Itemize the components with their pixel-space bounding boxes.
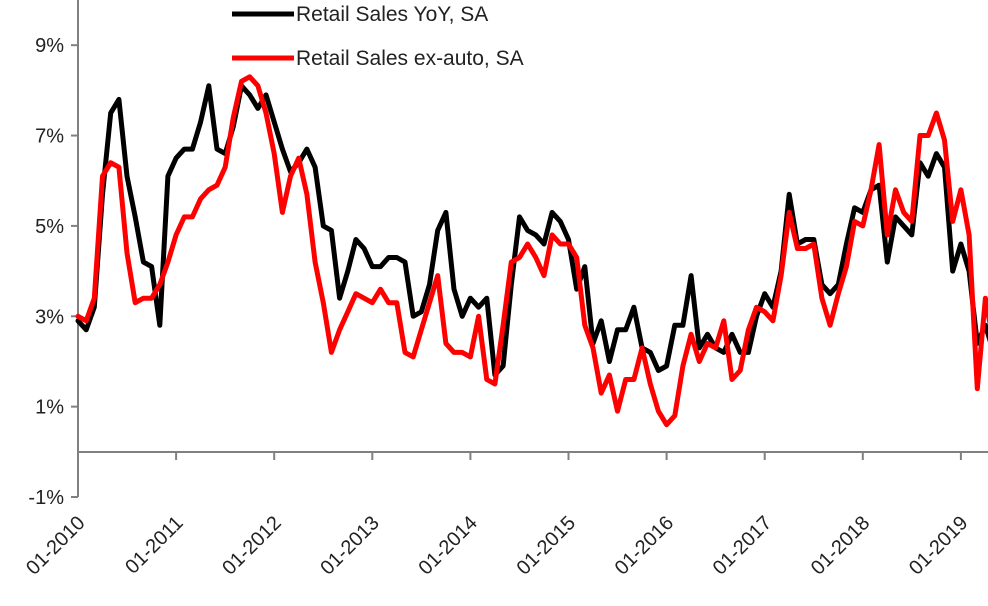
x-tick-label: 01-2012 bbox=[218, 512, 285, 579]
legend-label: Retail Sales ex-auto, SA bbox=[296, 47, 524, 70]
x-tick-label: 01-2019 bbox=[905, 512, 972, 579]
x-tick-label: 01-2010 bbox=[22, 512, 89, 579]
x-tick-label: 01-2011 bbox=[121, 512, 187, 578]
x-tick-label: 01-2018 bbox=[807, 512, 874, 579]
y-tick-label: 3% bbox=[35, 306, 64, 328]
legend: Retail Sales YoY, SA Retail Sales ex-auto… bbox=[232, 3, 524, 70]
x-tick-label: 01-2017 bbox=[709, 512, 776, 579]
axes bbox=[77, 0, 988, 497]
x-tick-label: 01-2015 bbox=[513, 512, 580, 579]
series-line-retail-sales-ex-auto bbox=[75, 74, 988, 428]
y-tick-label: 9% bbox=[35, 35, 64, 57]
y-axis-ticks: -1% 1% 3% 5% 7% 9% bbox=[28, 35, 78, 509]
x-tick-label: 01-2014 bbox=[414, 512, 481, 579]
y-tick-label: 5% bbox=[35, 216, 64, 238]
x-tick-label: 01-2016 bbox=[611, 512, 678, 579]
y-tick-label: 1% bbox=[35, 397, 64, 419]
legend-label: Retail Sales YoY, SA bbox=[296, 3, 488, 26]
y-tick-label: -1% bbox=[28, 487, 64, 509]
series-lines bbox=[75, 74, 988, 428]
x-tick-label: 01-2013 bbox=[316, 512, 383, 579]
y-tick-label: 7% bbox=[35, 126, 64, 148]
x-axis-ticks: 01-2010 01-2011 01-2012 01-2013 01-2014 01-20… bbox=[22, 452, 972, 579]
